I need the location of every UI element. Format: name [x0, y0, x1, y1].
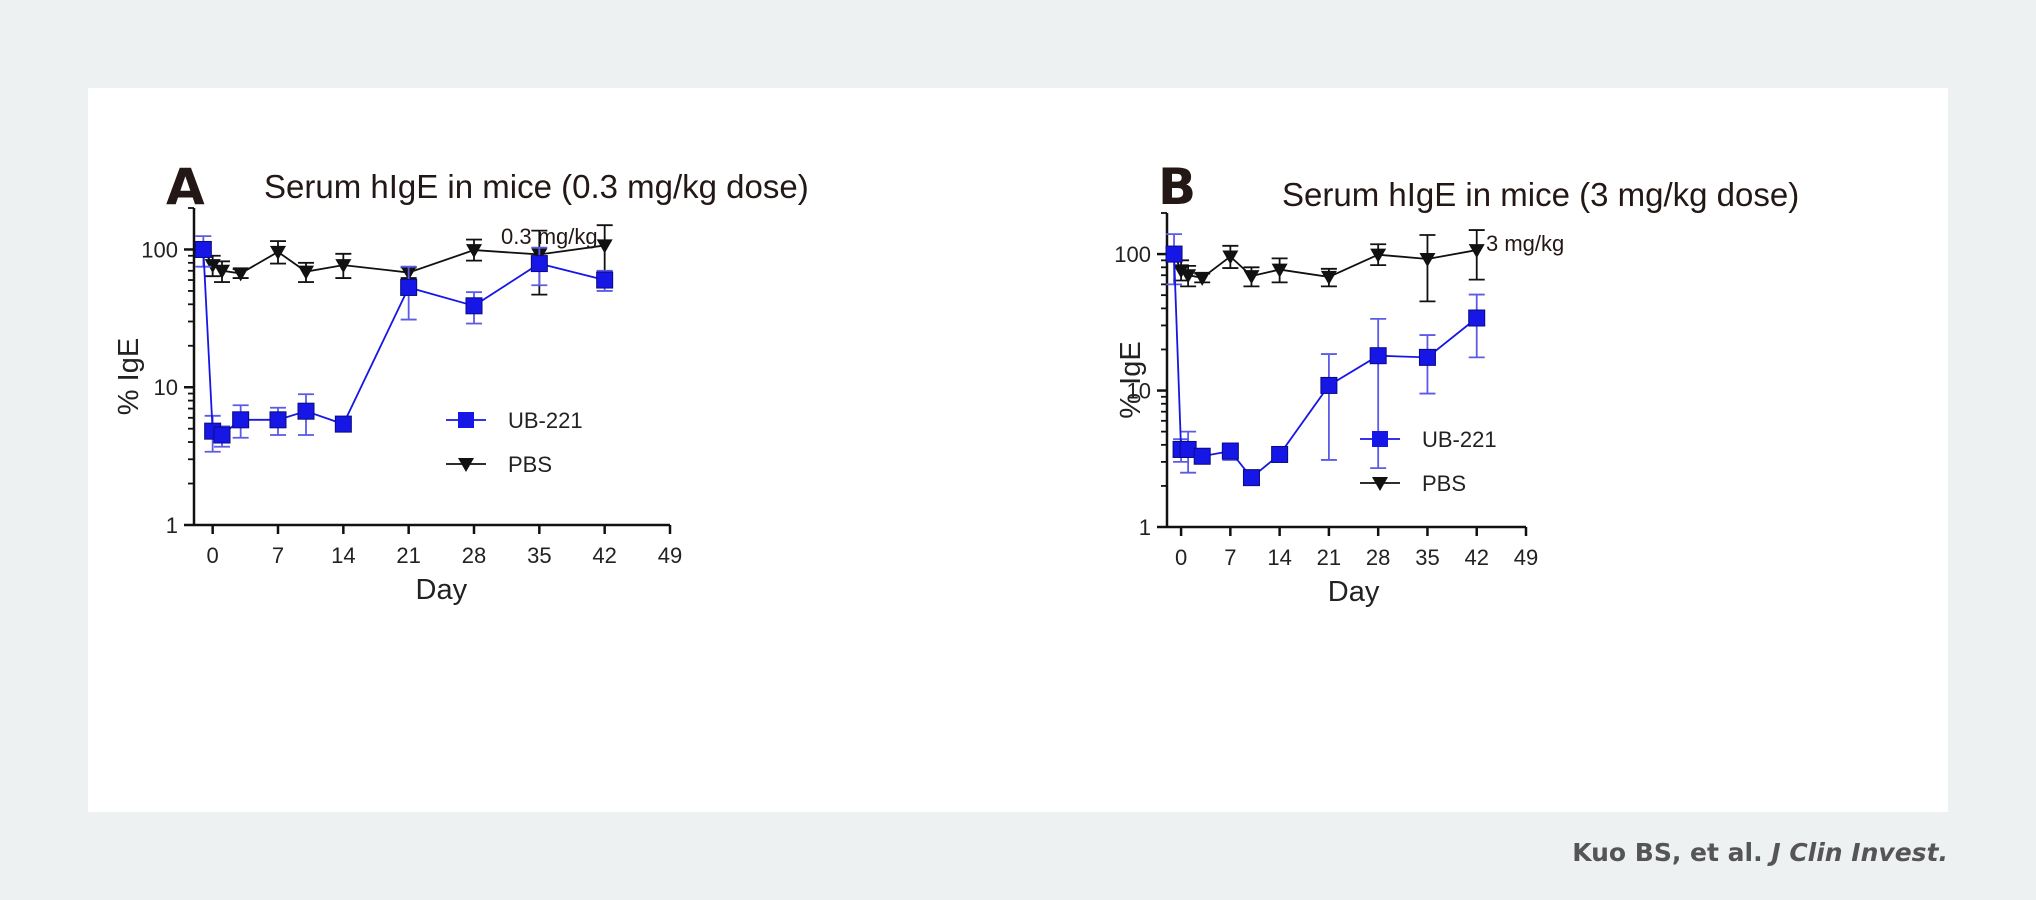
ub221-point: [334, 415, 352, 433]
citation-authors: Kuo BS, et al.: [1572, 838, 1772, 867]
x-tick-label: 49: [658, 543, 682, 568]
x-tick-label: 28: [1366, 545, 1390, 570]
legend-pbs-label: PBS: [508, 452, 552, 477]
pbs-point: [1180, 269, 1197, 284]
ub221-point: [1418, 348, 1436, 366]
panel-b-label: B: [1158, 158, 1197, 216]
pbs-point: [1370, 248, 1387, 263]
pbs-point: [1194, 271, 1211, 286]
ub221-point: [1165, 245, 1183, 263]
ub221-point: [465, 297, 483, 315]
x-tick-label: 7: [272, 543, 284, 568]
legend-pbs-marker: [458, 458, 474, 472]
panel-b-subtitle: 3 mg/kg: [1486, 231, 1565, 256]
pbs-point: [335, 259, 352, 274]
y-tick-label: 100: [1114, 242, 1151, 267]
panel-b-title: Serum hIgE in mice (3 mg/kg dose): [1282, 176, 1800, 213]
figure-card: A Serum hIgE in mice (0.3 mg/kg dose) 0.…: [88, 88, 1948, 812]
legend: UB-221 PBS: [446, 408, 583, 477]
pbs-point: [1271, 263, 1288, 278]
ub221-point: [297, 402, 315, 420]
pbs-point: [270, 245, 286, 260]
panel-b: B Serum hIgE in mice (3 mg/kg dose) 3 mg…: [1088, 88, 1948, 812]
x-tick-label: 21: [1317, 545, 1341, 570]
pbs-point: [596, 239, 613, 254]
panel-a-title: Serum hIgE in mice (0.3 mg/kg dose): [264, 168, 809, 205]
ub221-point: [232, 411, 250, 429]
pbs-point: [1173, 264, 1190, 279]
ub221-point: [1468, 309, 1486, 327]
legend-pbs-marker: [1372, 477, 1388, 491]
panel-a-label: A: [166, 158, 205, 216]
ub221-point: [194, 240, 212, 258]
ub221-point: [1271, 445, 1289, 463]
panel-a: A Serum hIgE in mice (0.3 mg/kg dose) 0.…: [88, 88, 1018, 812]
legend-ub221-label: UB-221: [508, 408, 583, 433]
legend: UB-221 PBS: [1360, 427, 1497, 496]
y-tick-label: 1: [166, 513, 178, 538]
x-tick-label: 14: [1267, 545, 1291, 570]
pbs-point: [1243, 270, 1260, 285]
x-tick-label: 35: [1415, 545, 1439, 570]
panel-a-subtitle: 0.3 mg/kg: [501, 224, 598, 249]
y-tick-label: 100: [141, 237, 178, 262]
pbs-point: [1320, 270, 1337, 285]
x-axis-label: Day: [416, 574, 468, 606]
x-tick-label: 21: [396, 543, 420, 568]
x-tick-label: 28: [462, 543, 486, 568]
legend-pbs-label: PBS: [1422, 471, 1466, 496]
x-tick-label: 42: [1464, 545, 1488, 570]
x-tick-label: 49: [1514, 545, 1538, 570]
ub221-point: [530, 255, 548, 273]
y-tick-label: 1: [1139, 515, 1151, 540]
ub221-point: [1221, 442, 1239, 460]
pbs-point: [466, 244, 482, 259]
ub221-point: [1193, 447, 1211, 465]
ub221-series: [1165, 233, 1486, 487]
citation: Kuo BS, et al. J Clin Invest.: [1572, 838, 1948, 867]
ub221-point: [596, 271, 614, 289]
x-tick-label: 14: [331, 543, 355, 568]
x-tick-label: 35: [527, 543, 551, 568]
x-tick-label: 7: [1224, 545, 1236, 570]
pbs-point: [1419, 253, 1436, 268]
x-tick-label: 0: [207, 543, 219, 568]
pbs-point: [204, 259, 221, 274]
legend-ub221-label: UB-221: [1422, 427, 1497, 452]
x-tick-label: 42: [592, 543, 616, 568]
y-axis-label: % IgE: [1115, 341, 1147, 418]
pbs-point: [298, 265, 314, 280]
y-tick-label: 10: [154, 375, 178, 400]
legend-ub221-marker: [1372, 431, 1388, 447]
x-tick-label: 0: [1175, 545, 1187, 570]
x-axis-label: Day: [1328, 576, 1380, 608]
ub221-point: [213, 426, 231, 444]
pbs-series: [1166, 229, 1485, 303]
citation-journal: J Clin Invest.: [1771, 838, 1948, 867]
y-tick-label: 10: [1127, 379, 1151, 404]
panel-b-chart: 0 7 14 21 28 35 42 49 1 10 100 Day % IgE UB-221 PBS: [1114, 212, 1538, 608]
ub221-point: [1369, 347, 1387, 365]
ub221-series: [194, 235, 614, 453]
ub221-point: [1320, 376, 1338, 394]
legend-ub221-marker: [458, 412, 474, 428]
pbs-point: [1468, 244, 1485, 259]
ub221-point: [269, 411, 287, 429]
panel-a-chart: 0 7 14 21 28 35 42 49 1 10 100 Day % IgE UB-221 PBS: [113, 207, 682, 606]
ub221-point: [1242, 469, 1260, 487]
y-axis-label: % IgE: [113, 338, 145, 415]
pbs-point: [232, 267, 249, 282]
ub221-point: [400, 278, 418, 296]
pbs-point: [214, 264, 230, 279]
pbs-point: [1222, 250, 1239, 265]
